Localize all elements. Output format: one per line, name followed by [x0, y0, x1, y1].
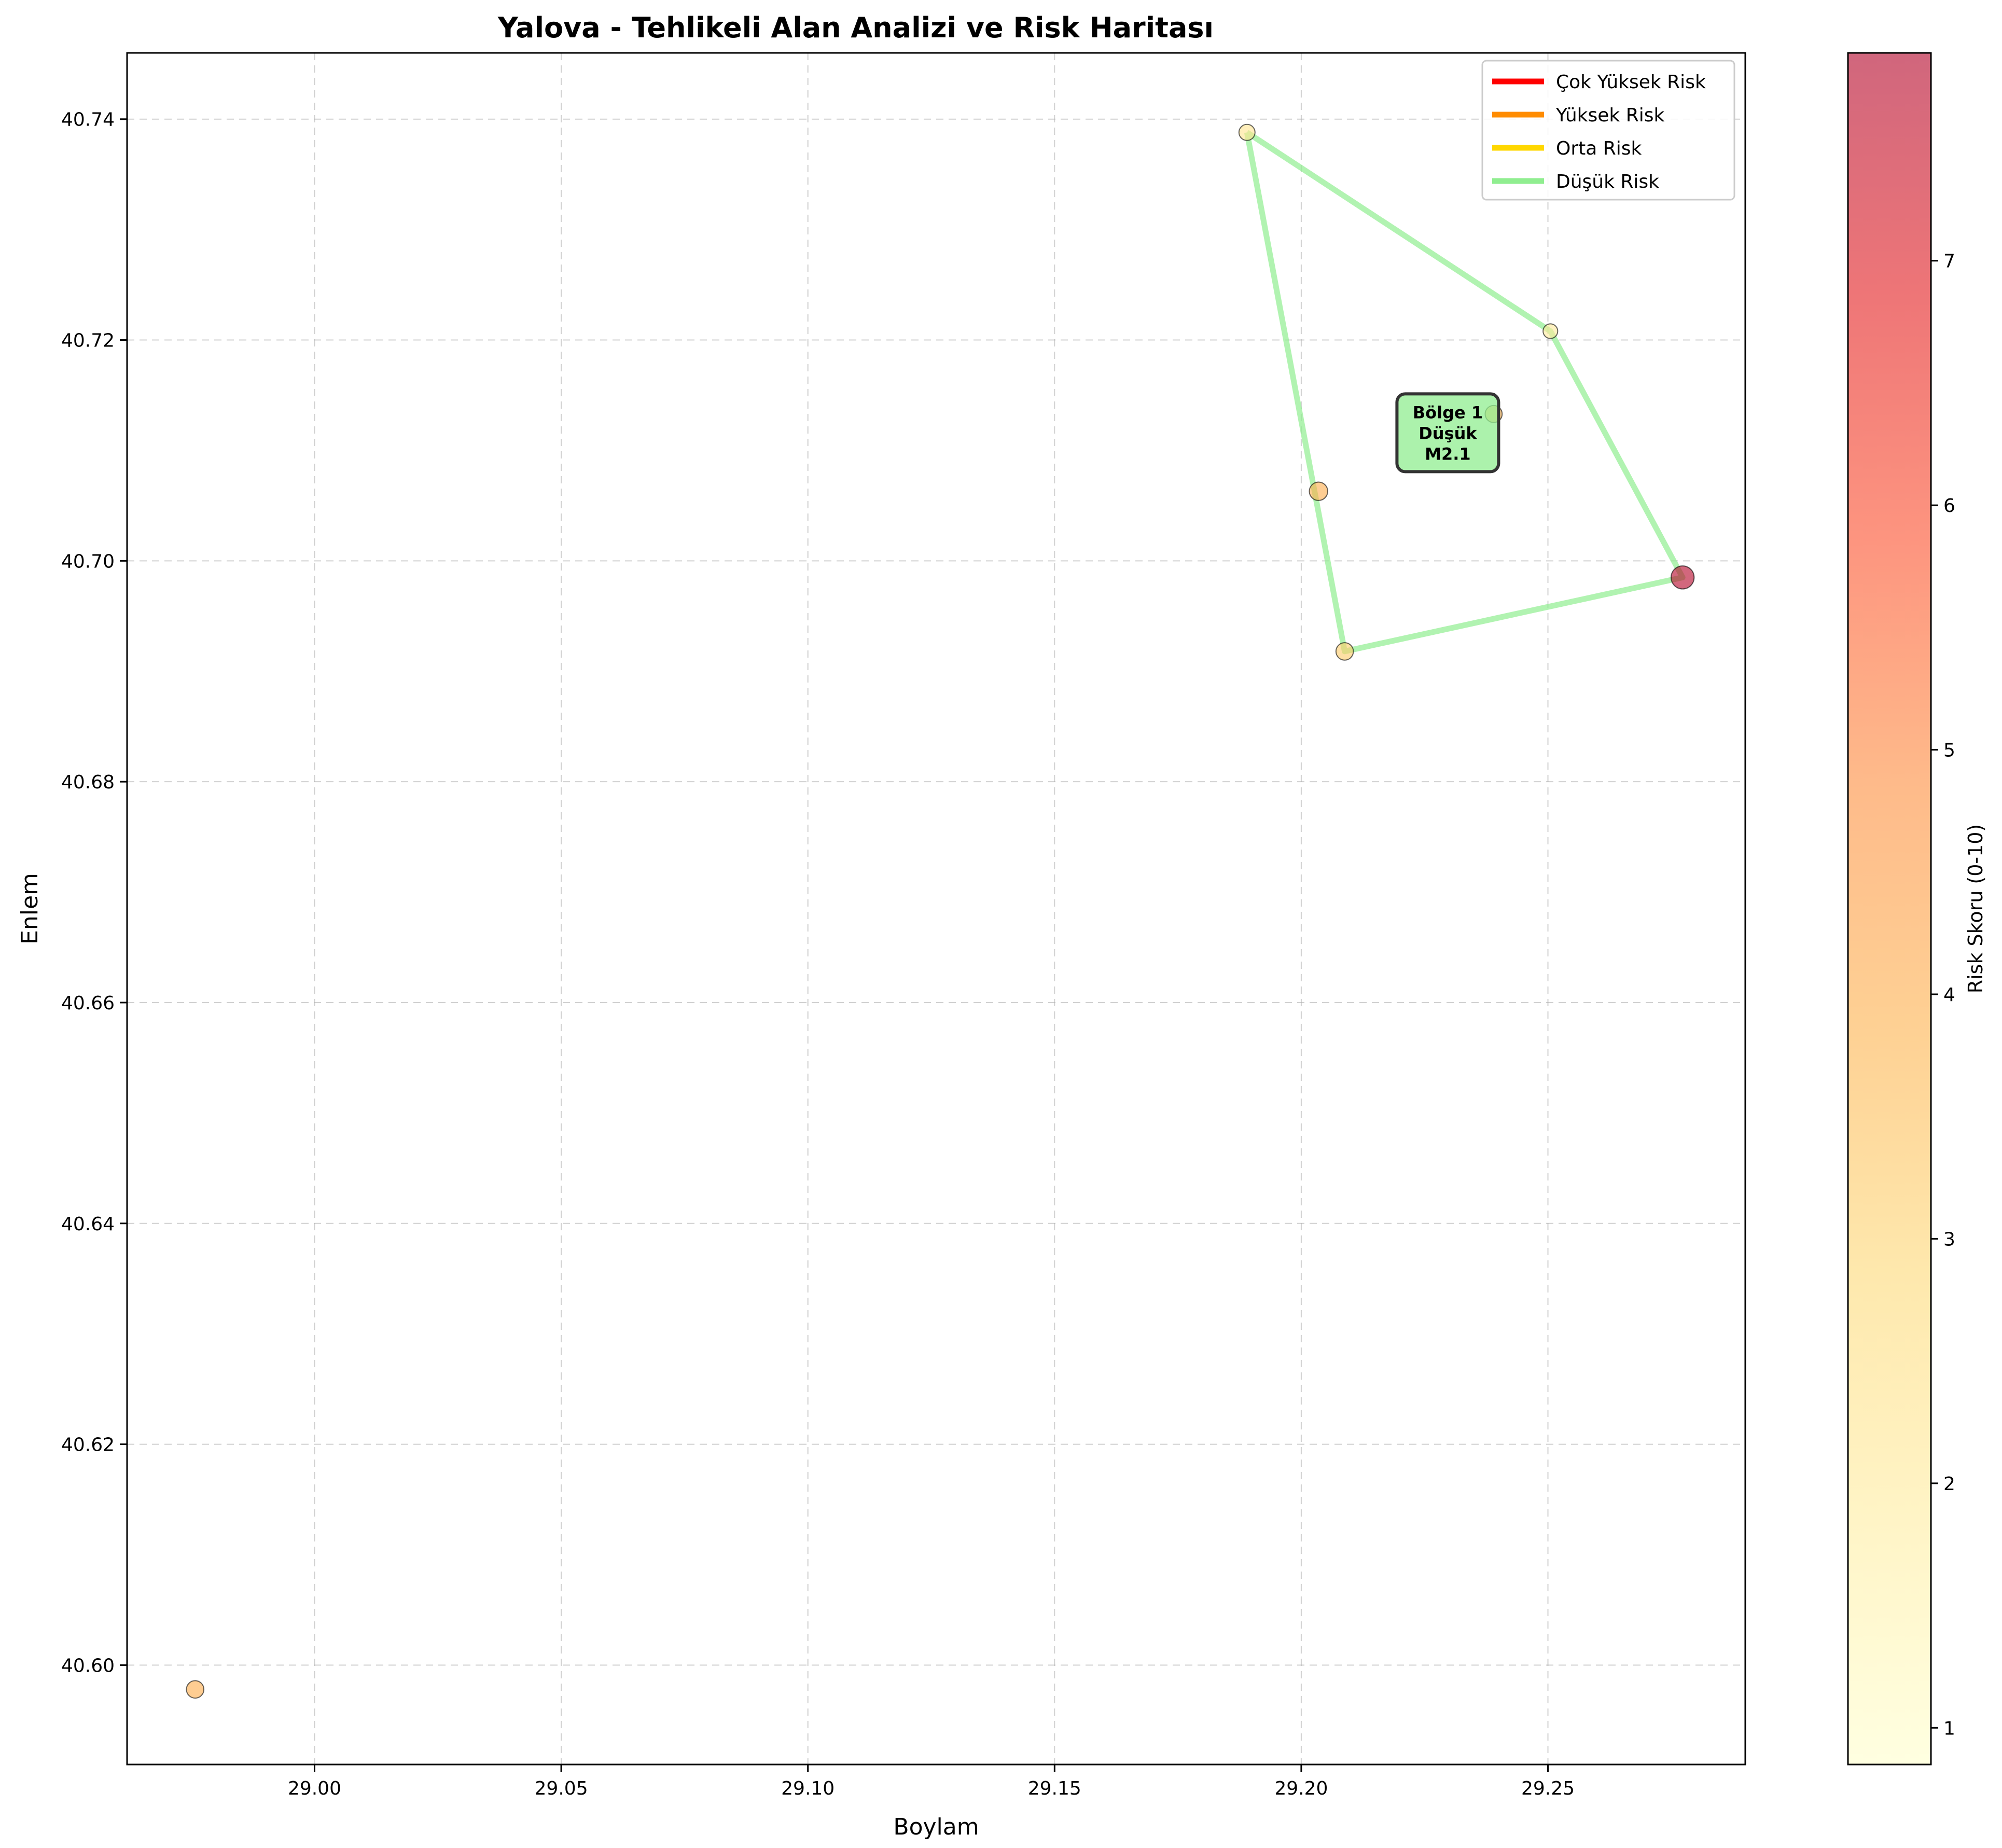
colorbar-tick-label-6: 7 [1943, 251, 1955, 272]
legend-box [1481, 60, 1735, 201]
data-point-1 [1542, 323, 1559, 339]
data-point-3 [1309, 481, 1328, 501]
data-points [186, 123, 1695, 1699]
colorbar-tick-label-1: 2 [1943, 1474, 1955, 1495]
legend-label-3: Düşük Risk [1556, 171, 1659, 192]
y-tick-label-1: 40.62 [61, 1435, 115, 1456]
x-tick-label-0: 29.00 [288, 1778, 341, 1799]
zone-outline-0 [1244, 130, 1686, 655]
zone-label-line-0-0: Bölge 1 [1413, 402, 1483, 422]
y-tick-label-2: 40.64 [61, 1214, 115, 1235]
zone-label-line-0-1: Düşük [1419, 423, 1477, 443]
plot-frame [126, 52, 1746, 1766]
legend-label-0: Çok Yüksek Risk [1556, 72, 1706, 93]
x-tick-label-3: 29.15 [1028, 1778, 1081, 1799]
colorbar-label: Risk Skoru (0-10) [1964, 824, 1987, 994]
x-tick-label-1: 29.05 [535, 1778, 588, 1799]
y-tick-label-7: 40.74 [61, 109, 115, 131]
y-tick-label-0: 40.60 [61, 1655, 115, 1676]
x-tick-label-2: 29.10 [781, 1778, 835, 1799]
x-axis-label: Boylam [893, 1814, 979, 1840]
colorbar-tick-label-3: 4 [1943, 984, 1955, 1006]
chart-title: Yalova - Tehlikeli Alan Analizi ve Risk … [497, 11, 1214, 44]
zone-label-box-0 [1395, 392, 1500, 474]
zone-label-line-0-2: M2.1 [1425, 444, 1471, 464]
x-tick-label-5: 29.25 [1521, 1778, 1575, 1799]
colorbar-tick-label-0: 1 [1943, 1718, 1955, 1739]
legend-label-2: Orta Risk [1556, 138, 1642, 159]
y-tick-label-6: 40.72 [61, 330, 115, 352]
risk-zones [1244, 130, 1686, 655]
grid [127, 53, 1745, 1764]
x-axis-ticks: 29.00 29.05 29.10 29.15 29.20 29.25 [288, 1764, 1575, 1799]
colorbar-gradient [1847, 52, 1932, 1766]
data-point-4 [1670, 565, 1695, 590]
colorbar-tick-label-2: 3 [1943, 1229, 1955, 1250]
x-tick-label-4: 29.20 [1274, 1778, 1328, 1799]
data-point-6 [186, 1680, 205, 1699]
colorbar: Risk Skoru (0-10) 1 2 3 4 5 6 7 [1847, 52, 1987, 1766]
y-tick-label-5: 40.70 [61, 551, 115, 572]
y-tick-label-3: 40.66 [61, 993, 115, 1014]
y-axis-ticks: 40.60 40.62 40.64 40.66 40.68 40.70 40.72 40.74 [61, 109, 127, 1676]
colorbar-tick-label-5: 6 [1943, 495, 1955, 517]
legend: Çok Yüksek Risk Yüksek Risk Orta Risk Düşük… [1481, 60, 1735, 201]
y-tick-label-4: 40.68 [61, 772, 115, 793]
data-point-0 [1238, 123, 1256, 141]
data-point-5 [1335, 642, 1354, 661]
y-axis-label: Enlem [17, 873, 43, 944]
legend-label-1: Yüksek Risk [1555, 105, 1664, 126]
colorbar-tick-label-4: 5 [1943, 740, 1955, 761]
